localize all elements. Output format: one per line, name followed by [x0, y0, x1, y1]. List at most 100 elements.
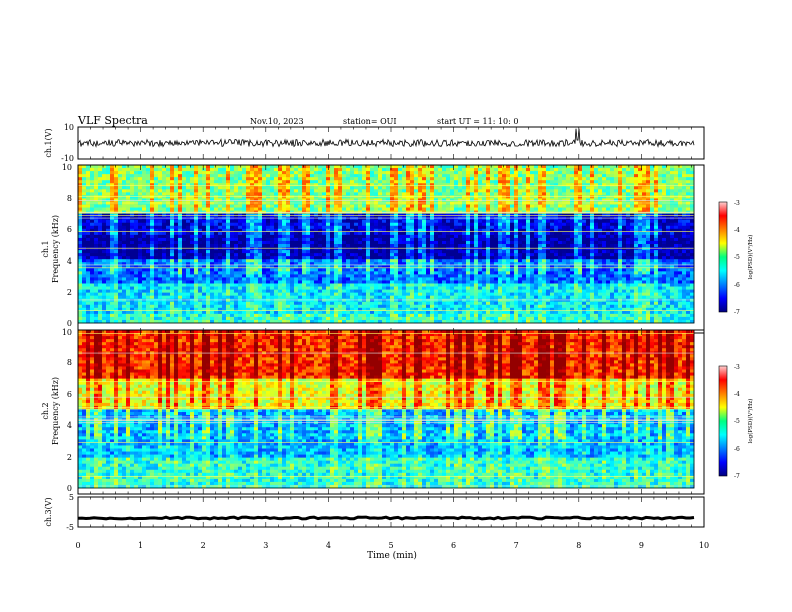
spectrogram-cell: [126, 192, 130, 195]
spectrogram-cell: [198, 317, 202, 320]
spectrogram-cell: [194, 195, 198, 198]
spectrogram-cell: [250, 192, 254, 195]
spectrogram-cell: [82, 195, 86, 198]
spectrogram-cell: [186, 299, 190, 302]
spectrogram-cell: [186, 186, 190, 189]
spectrogram-cell: [258, 220, 262, 223]
spectrogram-cell: [94, 250, 98, 253]
spectrogram-cell: [102, 311, 106, 314]
spectrogram-cell: [206, 180, 210, 183]
spectrogram-cell: [222, 311, 226, 314]
spectrogram-cell: [110, 253, 114, 256]
spectrogram-cell: [134, 259, 138, 262]
spectrogram-cell: [170, 274, 174, 277]
spectrogram-cell: [274, 192, 278, 195]
spectrogram-cell: [226, 238, 230, 241]
spectrogram-cell: [142, 244, 146, 247]
spectrogram-cell: [234, 195, 238, 198]
spectrogram-cell: [126, 244, 130, 247]
spectrogram-cell: [158, 247, 162, 250]
spectrogram-cell: [198, 247, 202, 250]
spectrogram-cell: [86, 168, 90, 171]
spectrogram-cell: [206, 186, 210, 189]
spectrogram-cell: [234, 177, 238, 180]
spectrogram-cell: [118, 226, 122, 229]
spectrogram-cell: [270, 180, 274, 183]
spectrogram-cell: [102, 268, 106, 271]
spectrogram-cell: [126, 284, 130, 287]
spectrogram-cell: [210, 220, 214, 223]
spectrogram-cell: [202, 192, 206, 195]
spectrogram-cell: [98, 226, 102, 229]
spectrogram-cell: [138, 192, 142, 195]
spectrogram-cell: [266, 168, 270, 171]
spectrogram-cell: [138, 274, 142, 277]
spectrogram-cell: [202, 296, 206, 299]
spectrogram-cell: [238, 168, 242, 171]
spectrogram-cell: [238, 192, 242, 195]
spectrogram-cell: [206, 296, 210, 299]
spectrogram-cell: [242, 259, 246, 262]
spectrogram-cell: [102, 265, 106, 268]
spectrogram-cell: [250, 180, 254, 183]
spectrogram-cell: [82, 290, 86, 293]
spectrogram-cell: [146, 235, 150, 238]
spectrogram-cell: [162, 274, 166, 277]
spectrogram-cell: [206, 293, 210, 296]
spectrogram-cell: [170, 256, 174, 259]
spectrogram-cell: [258, 244, 262, 247]
spectrogram-cell: [214, 192, 218, 195]
spectrogram-cell: [150, 296, 154, 299]
spectrogram-cell: [78, 208, 82, 211]
spectrogram-cell: [242, 250, 246, 253]
spectrogram-cell: [234, 171, 238, 174]
spectrogram-cell: [222, 232, 226, 235]
spectrogram-cell: [198, 241, 202, 244]
spectrogram-cell: [270, 183, 274, 186]
spectrogram-cell: [234, 265, 238, 268]
spectrogram-cell: [114, 284, 118, 287]
spectrogram-cell: [234, 174, 238, 177]
spectrogram-cell: [218, 302, 222, 305]
spectrogram-cell: [118, 296, 122, 299]
spectrogram-cell: [270, 302, 274, 305]
spectrogram-cell: [206, 250, 210, 253]
spectrogram-cell: [242, 293, 246, 296]
spectrogram-cell: [238, 235, 242, 238]
spectrogram-cell: [254, 277, 258, 280]
spectrogram-cell: [138, 314, 142, 317]
spectrogram-cell: [170, 241, 174, 244]
spectrogram-cell: [106, 208, 110, 211]
spectrogram-cell: [270, 253, 274, 256]
spectrogram-cell: [78, 296, 82, 299]
spectrogram-cell: [178, 232, 182, 235]
spectrogram-cell: [166, 305, 170, 308]
spectrogram-cell: [218, 180, 222, 183]
spectrogram-cell: [198, 220, 202, 223]
spectrogram-cell: [134, 183, 138, 186]
spectrogram-cell: [266, 195, 270, 198]
spectrogram-cell: [202, 271, 206, 274]
spectrogram-cell: [182, 232, 186, 235]
spectrogram-cell: [166, 302, 170, 305]
spectrogram-cell: [242, 271, 246, 274]
spectrogram-cell: [206, 226, 210, 229]
spectrogram-cell: [118, 168, 122, 171]
spectrogram-cell: [214, 195, 218, 198]
spectrogram-cell: [94, 195, 98, 198]
spectrogram-cell: [218, 232, 222, 235]
spectrogram-cell: [198, 232, 202, 235]
spectrogram-cell: [266, 205, 270, 208]
spectrogram-cell: [174, 226, 178, 229]
spectrogram-cell: [210, 290, 214, 293]
spectrogram-cell: [254, 171, 258, 174]
spectrogram-cell: [262, 271, 266, 274]
spectrogram-cell: [238, 314, 242, 317]
spectrogram-cell: [250, 271, 254, 274]
spectrogram-cell: [122, 165, 126, 168]
spectrogram-cell: [82, 277, 86, 280]
spectrogram-cell: [150, 311, 154, 314]
spectrogram-cell: [146, 280, 150, 283]
spectrogram-cell: [78, 241, 82, 244]
spectrogram-cell: [142, 180, 146, 183]
